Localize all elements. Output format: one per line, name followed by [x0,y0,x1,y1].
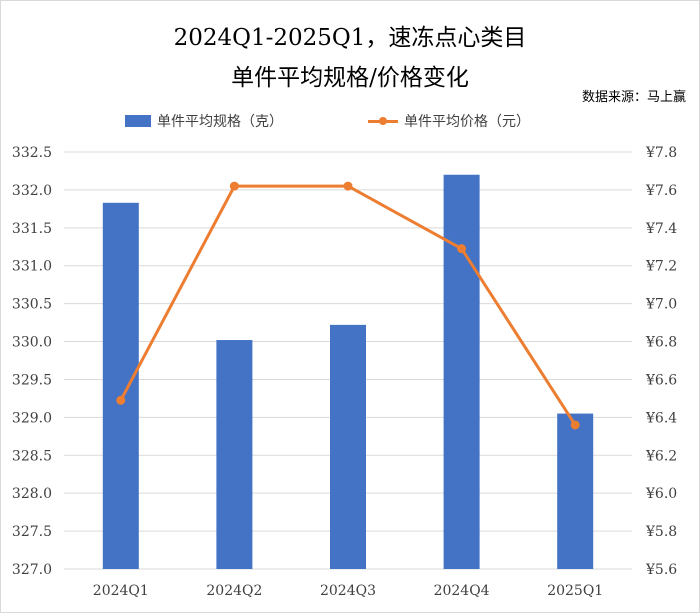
bar [330,324,366,569]
y-right-tick-label: ¥6.8 [645,335,677,351]
chart-title-line1: 2024Q1-2025Q1，速冻点心类目 [173,25,527,51]
x-tick-label: 2024Q1 [93,583,149,599]
y-left-tick-label: 330.0 [12,335,52,351]
x-tick-label: 2025Q1 [547,583,603,599]
y-left-tick-label: 331.0 [12,259,52,275]
price-point [229,181,239,191]
bar [216,340,253,569]
legend-bar-swatch [125,115,151,127]
y-right-tick-label: ¥7.2 [645,259,677,275]
price-point [116,395,126,405]
y-left-tick-label: 329.0 [12,410,52,426]
y-right-tick-label: ¥7.0 [645,297,677,313]
legend-line-label: 单件平均价格（元） [404,114,530,130]
price-point [570,420,580,430]
price-point [343,181,353,191]
y-right-tick-label: ¥5.8 [645,524,677,540]
y-left-tick-label: 327.5 [12,524,52,540]
y-right-tick-label: ¥6.0 [645,486,677,502]
y-right-tick-label: ¥6.4 [645,410,677,426]
x-tick-label: 2024Q3 [320,583,376,599]
y-right-tick-label: ¥6.2 [645,448,677,464]
legend-bar-label: 单件平均规格（克） [157,114,283,130]
data-source-note: 数据来源：马上赢 [581,90,686,105]
legend-item-bar: 单件平均规格（克） [125,110,283,132]
y-left-tick-label: 331.5 [12,221,52,237]
bar [557,413,594,569]
legend-item-line: 单件平均价格（元） [368,110,530,132]
price-point [457,244,467,254]
y-left-tick-label: 329.5 [12,372,52,388]
y-right-tick-label: ¥7.8 [645,145,677,161]
legend-line-swatch [368,115,398,127]
y-right-tick-label: ¥7.6 [645,183,677,199]
chart-title-line2: 单件平均规格/价格变化 [231,65,469,91]
y-left-tick-label: 327.0 [12,562,52,578]
y-left-tick-label: 332.0 [12,183,52,199]
x-tick-label: 2024Q2 [206,583,262,599]
bar [102,202,139,569]
y-left-tick-label: 332.5 [12,145,52,161]
y-right-tick-label: ¥6.6 [645,372,677,388]
y-left-tick-label: 330.5 [12,297,52,313]
bar [443,174,480,569]
x-tick-label: 2024Q4 [434,583,490,599]
y-right-tick-label: ¥5.6 [645,562,677,578]
y-right-tick-label: ¥7.4 [645,221,677,237]
chart-legend: 单件平均规格（克） 单件平均价格（元） [0,110,700,132]
y-left-tick-label: 328.0 [12,486,52,502]
y-left-tick-label: 328.5 [12,448,52,464]
